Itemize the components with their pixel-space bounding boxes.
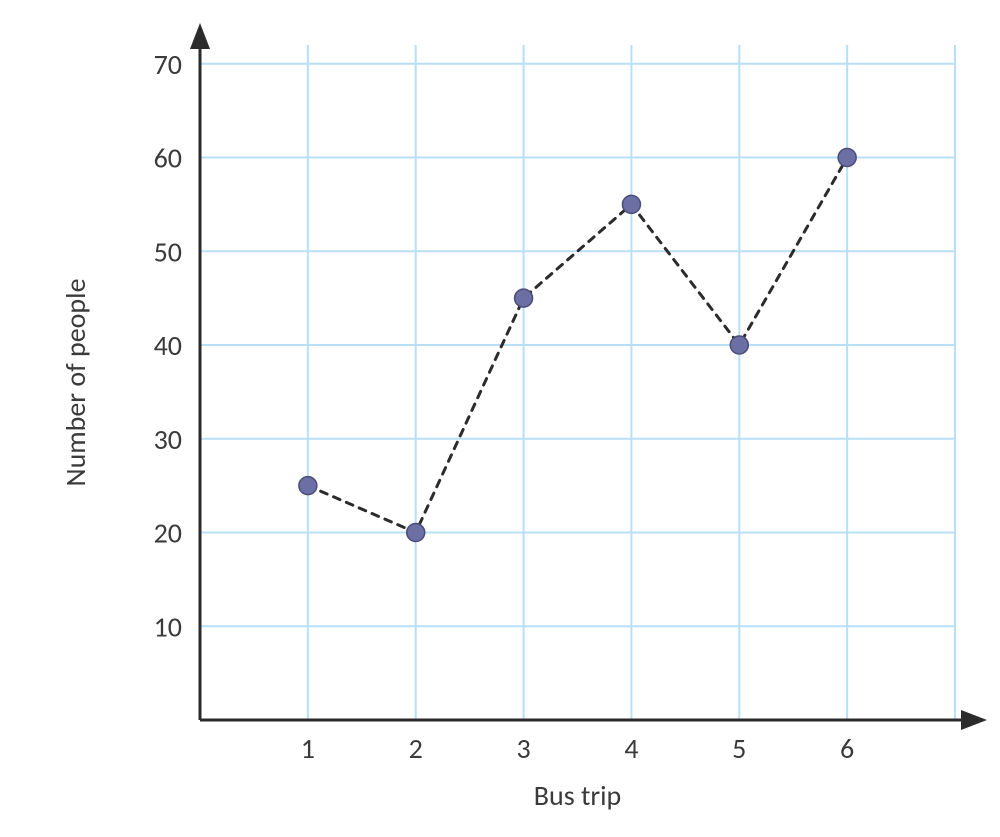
y-axis-arrowhead [190,23,210,49]
x-axis-label: Bus trip [534,778,622,813]
chart-svg: 10 20 30 40 50 60 70 1 2 3 4 5 6 Bus trip Number of pe… [0,0,1000,837]
y-tick-label: 50 [154,234,182,269]
data-point [515,289,533,307]
x-tick-label: 3 [516,731,530,766]
x-tick-label: 6 [840,731,854,766]
bus-trip-chart: 10 20 30 40 50 60 70 1 2 3 4 5 6 Bus trip Number of pe… [0,0,1000,837]
y-tick-label: 10 [154,609,182,644]
y-tick-label: 20 [154,516,182,551]
y-axis-label: Number of people [58,278,93,486]
data-point [407,524,425,542]
y-tick-label: 40 [154,328,182,363]
data-point [838,149,856,167]
x-tick-label: 1 [301,731,315,766]
x-axis-arrowhead [961,710,987,730]
x-tick-label: 4 [624,731,638,766]
y-tick-label: 70 [154,47,182,82]
x-tick-label: 5 [732,731,746,766]
data-point [730,336,748,354]
y-tick-label: 30 [154,422,182,457]
y-tick-label: 60 [154,141,182,176]
data-point [622,195,640,213]
x-tick-label: 2 [409,731,423,766]
data-point [299,477,317,495]
